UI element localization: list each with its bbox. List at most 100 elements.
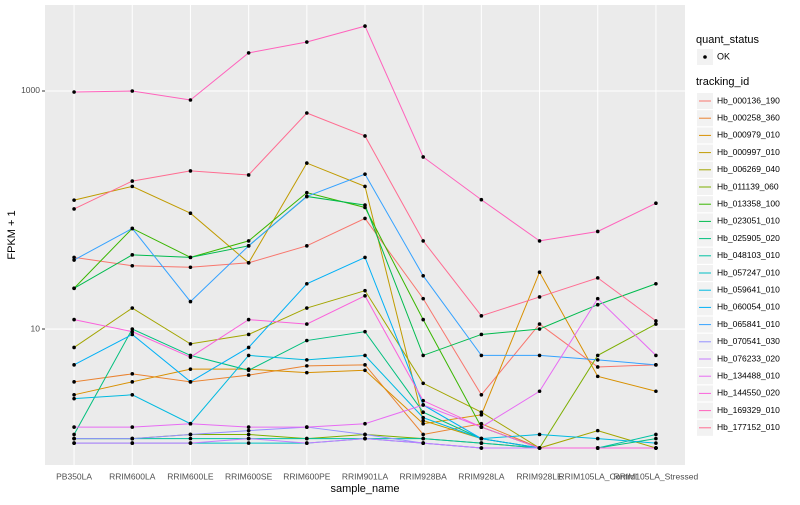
data-point <box>130 306 135 310</box>
legend-label: OK <box>717 51 730 61</box>
y-axis-title: FPKM + 1 <box>6 210 18 259</box>
data-point <box>305 338 309 343</box>
data-point <box>537 322 542 326</box>
x-tick-label: RRIM600LE <box>167 471 214 481</box>
data-point <box>537 239 542 243</box>
legend-label: Hb_134488_010 <box>717 370 780 380</box>
data-point <box>246 432 251 437</box>
x-tick-label: RRIM600PE <box>283 471 331 481</box>
x-tick-label: PB350LA <box>56 471 92 481</box>
data-point <box>595 374 600 379</box>
data-point <box>130 226 135 231</box>
data-point <box>421 441 425 445</box>
legend-symbol <box>703 55 707 59</box>
data-point <box>305 322 309 326</box>
data-point <box>595 358 600 362</box>
data-point <box>421 239 425 243</box>
data-point <box>188 421 193 426</box>
data-point <box>537 432 542 437</box>
data-point <box>72 286 76 291</box>
data-point <box>537 446 542 450</box>
legend-label: Hb_057247_010 <box>717 267 780 277</box>
data-point <box>246 436 251 441</box>
data-point <box>188 436 193 441</box>
data-point <box>305 306 309 310</box>
data-point <box>188 355 193 359</box>
data-point <box>363 436 367 441</box>
x-tick-label: RRIM928LE <box>516 471 563 481</box>
data-point <box>246 368 251 373</box>
data-point <box>305 194 309 199</box>
data-point <box>479 421 484 426</box>
data-point <box>654 319 658 323</box>
data-point <box>246 51 251 55</box>
data-point <box>72 380 76 384</box>
data-point <box>595 302 600 307</box>
data-point <box>246 425 251 429</box>
x-tick-label: RRIM901LA <box>342 471 389 481</box>
data-point <box>479 436 484 441</box>
data-point <box>421 403 425 407</box>
data-point <box>479 446 484 450</box>
data-point <box>72 207 76 211</box>
data-point <box>421 155 425 159</box>
data-point <box>363 329 367 334</box>
data-point <box>130 327 135 331</box>
data-point <box>188 98 193 102</box>
data-point <box>130 184 135 189</box>
data-point <box>188 265 193 270</box>
legend-label: Hb_023051_010 <box>717 216 780 226</box>
data-point <box>246 345 251 350</box>
data-point <box>537 295 542 299</box>
data-point <box>595 365 600 369</box>
data-point <box>421 353 425 358</box>
data-point <box>421 421 425 426</box>
data-point <box>305 364 309 368</box>
data-point <box>246 239 251 243</box>
x-axis-title: sample_name <box>330 483 399 495</box>
data-point <box>188 441 193 445</box>
data-point <box>305 436 309 441</box>
legend-label: Hb_000979_010 <box>717 130 780 140</box>
data-point <box>130 436 135 441</box>
data-point <box>421 410 425 414</box>
data-point <box>130 332 135 337</box>
data-point <box>654 201 658 206</box>
data-point <box>130 179 135 183</box>
y-tick-label: 1000 <box>21 85 40 95</box>
x-tick-label: RRIM600LA <box>109 471 156 481</box>
data-point <box>654 436 658 441</box>
data-point <box>188 169 193 173</box>
x-tick-label: RRIM600SE <box>225 471 273 481</box>
data-point <box>130 393 135 397</box>
data-point <box>363 363 367 367</box>
data-point <box>305 111 309 115</box>
data-point <box>188 432 193 437</box>
data-point <box>305 161 309 165</box>
data-point <box>654 446 658 450</box>
x-tick-label: RRIM928BA <box>400 471 448 481</box>
data-point <box>595 428 600 433</box>
data-point <box>188 299 193 304</box>
data-point <box>72 198 76 202</box>
data-point <box>595 353 600 358</box>
data-point <box>72 432 76 437</box>
data-point <box>421 317 425 322</box>
data-point <box>363 368 367 373</box>
data-point <box>537 270 542 275</box>
data-point <box>654 281 658 286</box>
legend-label: Hb_060054_010 <box>717 302 780 312</box>
data-point <box>130 425 135 429</box>
legend-label: Hb_144550_020 <box>717 388 780 398</box>
data-point <box>537 389 542 394</box>
data-point <box>421 418 425 423</box>
data-point <box>421 296 425 301</box>
data-point <box>188 211 193 216</box>
data-point <box>479 332 484 337</box>
data-point <box>188 342 193 346</box>
data-point <box>246 261 251 265</box>
data-point <box>246 428 251 433</box>
legend-label: Hb_065841_010 <box>717 319 780 329</box>
data-point <box>305 40 309 44</box>
